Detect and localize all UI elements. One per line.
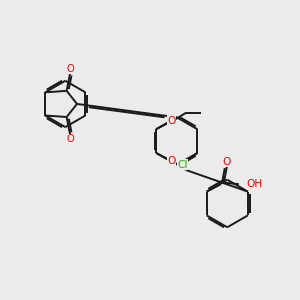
Text: OH: OH bbox=[247, 179, 263, 189]
Text: O: O bbox=[66, 134, 74, 144]
Text: O: O bbox=[167, 156, 176, 166]
Text: Cl: Cl bbox=[177, 160, 188, 170]
Text: O: O bbox=[167, 116, 176, 126]
Text: O: O bbox=[223, 157, 231, 166]
Text: O: O bbox=[66, 64, 74, 74]
